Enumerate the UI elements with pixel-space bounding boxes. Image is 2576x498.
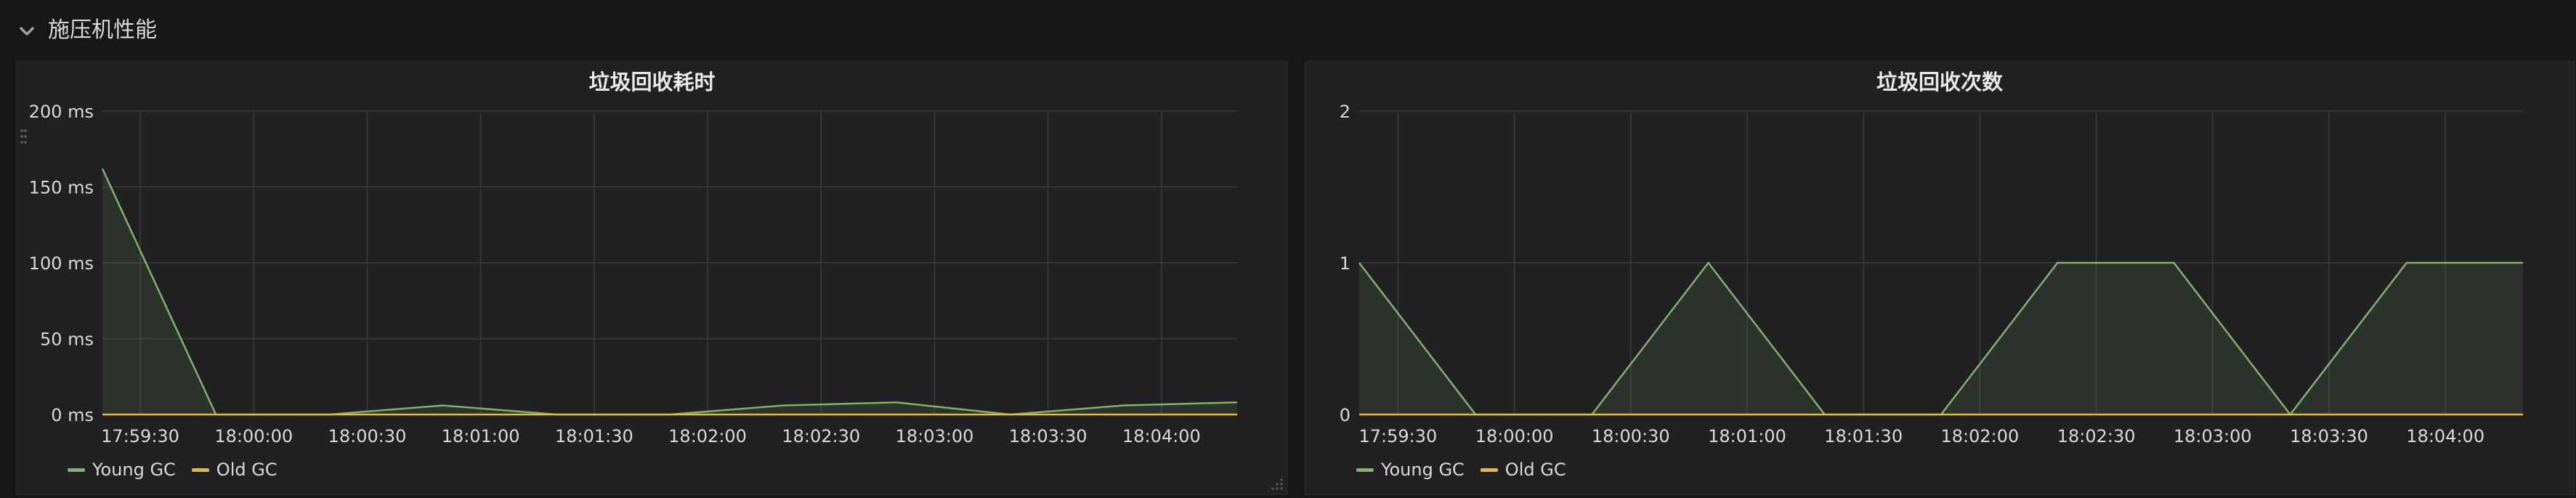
x-tick-label: 18:02:00 — [1941, 426, 2020, 446]
legend-swatch — [191, 468, 209, 472]
series-area-young-gc — [1359, 263, 2523, 415]
x-tick-label: 18:04:00 — [1122, 426, 1201, 446]
x-tick-label: 18:04:00 — [2406, 426, 2484, 446]
legend-swatch — [68, 468, 85, 472]
legend-item-old-gc[interactable]: Old GC — [1480, 460, 1566, 480]
x-tick-label: 18:00:30 — [328, 426, 407, 446]
series-line-young-gc[interactable] — [101, 168, 1238, 416]
legend-label: Old GC — [1504, 460, 1566, 480]
x-tick-label: 17:59:30 — [1359, 426, 1438, 446]
legend: Young GC Old GC — [68, 460, 293, 480]
row-header[interactable]: 施压机性能 — [0, 0, 2576, 58]
resize-handle-icon[interactable] — [1268, 475, 1284, 491]
y-tick-label: 0 — [1340, 405, 1350, 425]
x-tick-label: 18:03:00 — [896, 426, 974, 446]
x-tick-label: 18:01:00 — [1708, 426, 1786, 446]
legend-item-young-gc[interactable]: Young GC — [1356, 460, 1465, 480]
legend: Young GC Old GC — [1356, 460, 1582, 480]
legend-label: Old GC — [216, 460, 278, 480]
x-tick-label: 18:00:00 — [1475, 426, 1554, 446]
x-tick-label: 18:00:30 — [1592, 426, 1670, 446]
gc-duration-chart[interactable]: 0 ms 50 ms 100 ms 150 ms 200 ms 17:59:30 18:00… — [17, 62, 1289, 454]
gc-count-chart[interactable]: 0 1 2 17:59:30 18:00:00 18:00:30 18:01:00 18:01… — [1305, 62, 2575, 454]
panel-title[interactable]: 垃圾回收次数 — [1876, 70, 2003, 94]
legend-item-young-gc[interactable]: Young GC — [68, 460, 176, 480]
legend-label: Young GC — [1381, 460, 1465, 480]
x-tick-label: 18:03:30 — [1009, 426, 1087, 446]
panel-title[interactable]: 垃圾回收耗时 — [588, 70, 716, 94]
series-area-young-gc — [102, 168, 1237, 415]
x-tick-label: 18:02:00 — [668, 426, 747, 446]
x-tick-label: 18:01:00 — [442, 426, 520, 446]
y-tick-label: 2 — [1340, 102, 1350, 122]
drag-handle-icon[interactable] — [20, 127, 27, 149]
legend-item-old-gc[interactable]: Old GC — [191, 460, 278, 480]
row-title[interactable]: 施压机性能 — [48, 17, 157, 43]
legend-swatch — [1356, 468, 1374, 472]
y-tick-label: 200 ms — [29, 102, 94, 122]
x-tick-label: 17:59:30 — [101, 426, 179, 446]
panel-gc-count: 垃圾回收次数 0 1 2 17:59:30 18:00:00 18:00:30 18:01:… — [1305, 61, 2575, 495]
x-tick-label: 18:00:00 — [214, 426, 293, 446]
y-tick-label: 1 — [1340, 253, 1350, 274]
y-tick-label: 150 ms — [29, 178, 94, 198]
legend-swatch — [1480, 468, 1498, 472]
x-tick-label: 18:03:00 — [2174, 426, 2252, 446]
x-tick-label: 18:02:30 — [782, 426, 860, 446]
x-tick-label: 18:02:30 — [2057, 426, 2136, 446]
panel-gc-duration: 垃圾回收耗时 0 ms 50 ms 100 ms 150 ms 200 ms 17:59:… — [16, 61, 1288, 495]
x-tick-label: 18:01:30 — [1824, 426, 1903, 446]
y-tick-label: 50 ms — [40, 330, 94, 350]
legend-label: Young GC — [92, 460, 176, 480]
x-tick-label: 18:03:30 — [2290, 426, 2368, 446]
y-tick-label: 0 ms — [51, 405, 94, 425]
x-tick-label: 18:01:30 — [555, 426, 633, 446]
chevron-down-icon[interactable] — [17, 22, 36, 41]
y-tick-label: 100 ms — [29, 253, 94, 274]
